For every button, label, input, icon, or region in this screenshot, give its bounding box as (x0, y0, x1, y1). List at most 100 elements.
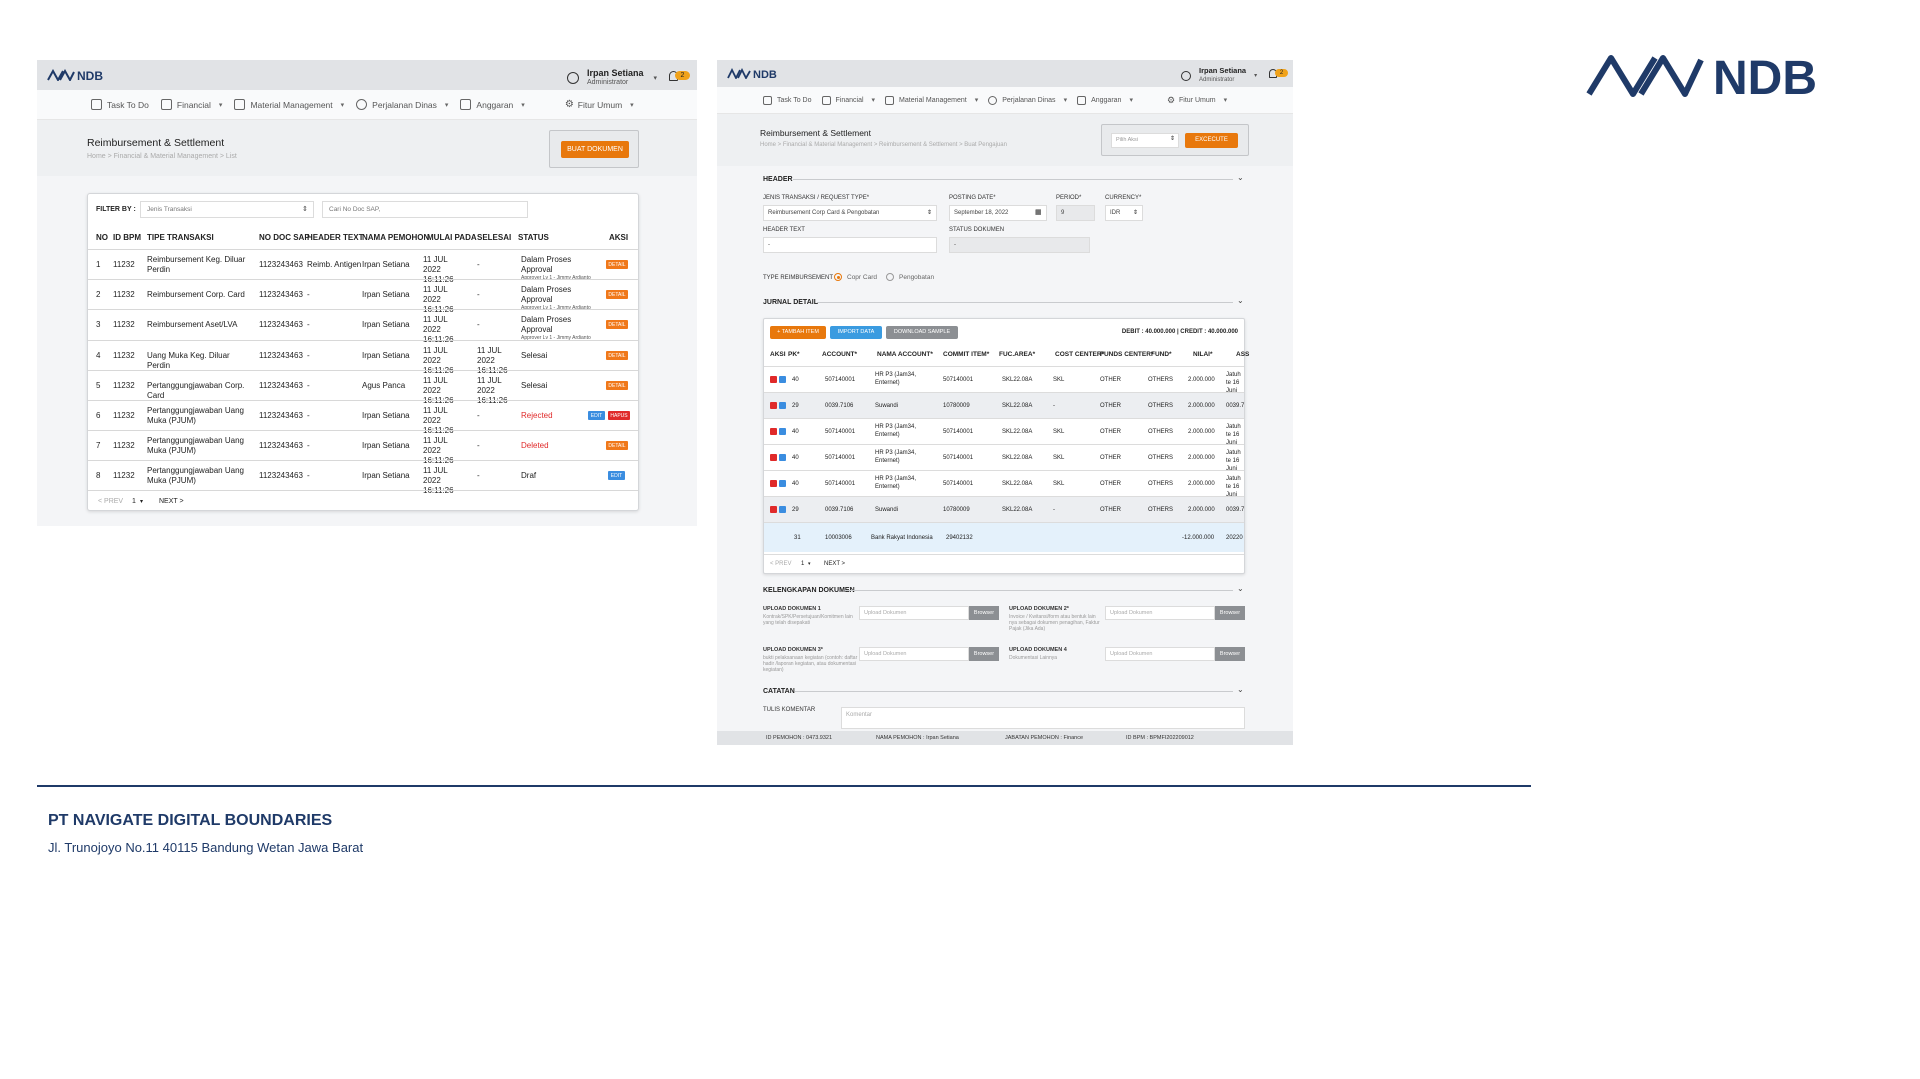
browse-button[interactable]: Browser (969, 606, 999, 620)
delete-row-icon[interactable] (770, 402, 777, 409)
edit-button[interactable]: EDIT (608, 471, 625, 481)
prev-button[interactable]: < PREV (770, 561, 792, 567)
execute-button[interactable]: EXCECUTE (1185, 133, 1238, 148)
radio-corp-card[interactable] (834, 273, 842, 281)
download-sample-button[interactable]: DOWNLOAD SAMPLE (886, 326, 958, 339)
user-menu[interactable]: Irpan Setiana Administrator ▾ (567, 68, 657, 87)
cell-no: 1 (96, 260, 101, 269)
menu-label: Financial (176, 99, 211, 110)
select-arrows-icon: ⇕ (1133, 210, 1139, 216)
page-select[interactable]: 1 (801, 561, 805, 567)
edit-button[interactable]: EDIT (588, 411, 605, 420)
calendar-icon: ▦ (1035, 209, 1042, 216)
cell-status: Dalam Proses Approval Approver Lv 1 - Jim… (521, 285, 601, 312)
page-title: Reimbursement & Settlement (760, 128, 872, 138)
status-approver: Approver Lv 1 - Jimmy Ardianto (521, 275, 591, 281)
upload-input[interactable]: Upload Dokumen (859, 647, 969, 661)
delete-button[interactable]: HAPUS (608, 411, 630, 420)
section-header-title: HEADER (763, 176, 793, 183)
table-row: 7 11232 1123243463- Irpan Setiana - Pertanggu… (88, 430, 638, 465)
upload-input[interactable]: Upload Dokumen (859, 606, 969, 620)
browse-button[interactable]: Browser (1215, 647, 1245, 661)
jenis-transaksi-select[interactable]: Reimbursement Corp Card & Pengobatan (763, 205, 937, 221)
detail-button[interactable]: DETAIL (606, 441, 628, 451)
menu-financial[interactable]: Financial ▾ (821, 95, 875, 105)
edit-row-icon[interactable] (779, 428, 786, 435)
page-select[interactable]: 1 (132, 498, 136, 505)
next-button[interactable]: NEXT > (824, 561, 846, 567)
menu-financial[interactable]: Financial ▾ (160, 99, 222, 110)
action-select[interactable]: Pilih Aksi (1111, 133, 1179, 148)
cell-header-text: Reimb. Antigen (307, 260, 362, 269)
menu-material-management[interactable]: Material Management ▾ (234, 99, 344, 110)
menu-material-management[interactable]: Material Management ▾ (885, 95, 978, 105)
cell-doc-sap: 1123243463 (259, 411, 303, 420)
menu-perjalanan-dinas[interactable]: Perjalanan Dinas ▾ (988, 95, 1067, 105)
delete-row-icon[interactable] (770, 428, 777, 435)
menu-fitur-umum[interactable]: ⚙ Fitur Umum ▾ (1167, 95, 1227, 106)
menu-anggaran[interactable]: Anggaran ▾ (460, 99, 525, 110)
edit-row-icon[interactable] (779, 454, 786, 461)
menu-fitur-umum[interactable]: ⚙ Fitur Umum ▾ (565, 99, 634, 110)
notification-bell[interactable]: 2 (669, 70, 691, 82)
column-header: COST CENTER* (1055, 351, 1105, 358)
menu-perjalanan-dinas[interactable]: Perjalanan Dinas ▾ (356, 99, 448, 110)
add-item-button[interactable]: + TAMBAH ITEM (770, 326, 826, 339)
edit-row-icon[interactable] (779, 506, 786, 513)
notification-bell[interactable]: 2 (1269, 68, 1291, 80)
delete-row-icon[interactable] (770, 506, 777, 513)
grid-icon (1077, 95, 1087, 105)
detail-button[interactable]: DETAIL (606, 350, 628, 360)
prev-button[interactable]: < PREV (98, 498, 124, 505)
cell-fuc-area: SKL22.08A (1002, 377, 1033, 383)
radio-pengobatan[interactable] (886, 273, 894, 281)
main-menu: Task To Do Financial ▾ Material Managemen… (37, 90, 697, 120)
create-document-button[interactable]: BUAT DOKUMEN (561, 141, 629, 158)
browse-button[interactable]: Browser (1215, 606, 1245, 620)
next-button[interactable]: NEXT > (159, 498, 184, 505)
chevron-down-icon: ▾ (444, 101, 449, 109)
user-menu[interactable]: Irpan Setiana Administrator ▾ (1181, 66, 1257, 85)
column-header: NO (96, 233, 108, 242)
currency-select[interactable]: IDR (1105, 205, 1143, 221)
import-data-button[interactable]: IMPORT DATA (830, 326, 882, 339)
cell-ass: Jatuh te 16 Juni (1226, 372, 1241, 394)
edit-row-icon[interactable] (779, 402, 786, 409)
detail-button[interactable]: DETAIL (606, 320, 628, 330)
collapse-chevron-icon[interactable]: ⌄ (1237, 173, 1244, 182)
delete-row-icon[interactable] (770, 480, 777, 487)
delete-row-icon[interactable] (770, 454, 777, 461)
period-label: PERIOD* (1056, 195, 1082, 201)
header-text-input[interactable]: - (763, 237, 937, 253)
cell-nama-account: HR P3 (Jam34, Enternet) (875, 476, 917, 490)
detail-button[interactable]: DETAIL (606, 290, 628, 300)
collapse-chevron-icon[interactable]: ⌄ (1237, 296, 1244, 305)
edit-row-icon[interactable] (779, 376, 786, 383)
upload-input[interactable]: Upload Dokumen (1105, 606, 1215, 620)
menu-anggaran[interactable]: Anggaran ▾ (1077, 95, 1133, 105)
status-nama-pemohon: NAMA PEMOHON : Irpan Setiana (876, 735, 959, 741)
cell-account: 0039.7106 (825, 507, 854, 513)
cell-selesai: - (477, 290, 480, 300)
collapse-chevron-icon[interactable]: ⌄ (1237, 685, 1244, 694)
cell-selesai: - (477, 441, 480, 451)
user-name: Irpan Setiana (1199, 66, 1247, 75)
detail-button[interactable]: DETAIL (606, 380, 628, 390)
search-doc-input[interactable]: Cari No Doc SAP, (322, 201, 528, 218)
posting-date-input[interactable]: September 18, 2022 (949, 205, 1047, 221)
menu-task-to-do[interactable]: Task To Do (763, 95, 812, 105)
upload-input[interactable]: Upload Dokumen (1105, 647, 1215, 661)
page-header: Reimbursement & Settlement Home > Financ… (717, 114, 1293, 166)
column-header: NILAI* (1193, 351, 1213, 358)
menu-task-to-do[interactable]: Task To Do (91, 99, 149, 110)
edit-row-icon[interactable] (779, 480, 786, 487)
comment-input[interactable]: Komentar (841, 707, 1245, 729)
detail-button[interactable]: DETAIL (606, 260, 628, 269)
browse-button[interactable]: Browser (969, 647, 999, 661)
transaction-type-select[interactable]: Jenis Transaksi (140, 201, 314, 218)
table-row: 4 11232 1123243463- Irpan Setiana 11 JUL 202… (88, 339, 638, 375)
cell-no: 8 (96, 471, 101, 481)
delete-row-icon[interactable] (770, 376, 777, 383)
collapse-chevron-icon[interactable]: ⌄ (1237, 584, 1244, 593)
cell-id-bpm: 11232 (113, 350, 135, 360)
